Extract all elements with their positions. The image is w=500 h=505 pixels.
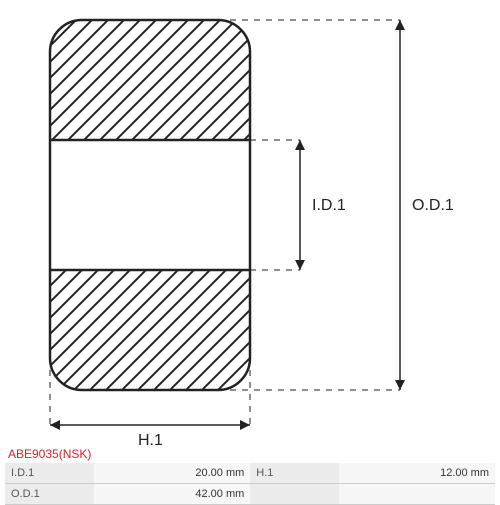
spec-od1-label: O.D.1 xyxy=(5,484,94,505)
spec-id1-label: I.D.1 xyxy=(5,463,94,484)
svg-text:O.D.1: O.D.1 xyxy=(412,197,454,214)
spec-id1-value: 20.00 mm xyxy=(94,463,250,484)
svg-text:H.1: H.1 xyxy=(138,432,163,445)
svg-text:I.D.1: I.D.1 xyxy=(312,197,346,214)
spec-od1-value: 42.00 mm xyxy=(94,484,250,505)
spec-h1-label: H.1 xyxy=(250,463,339,484)
bearing-diagram: O.D.1 I.D.1 H.1 xyxy=(0,0,500,445)
part-code: ABE9035(NSK) xyxy=(8,447,91,461)
spec-table: I.D.1 20.00 mm H.1 12.00 mm O.D.1 42.00 … xyxy=(5,463,495,505)
spec-h1-value: 12.00 mm xyxy=(339,463,495,484)
table-row: O.D.1 42.00 mm xyxy=(5,484,495,505)
table-row: I.D.1 20.00 mm H.1 12.00 mm xyxy=(5,463,495,484)
